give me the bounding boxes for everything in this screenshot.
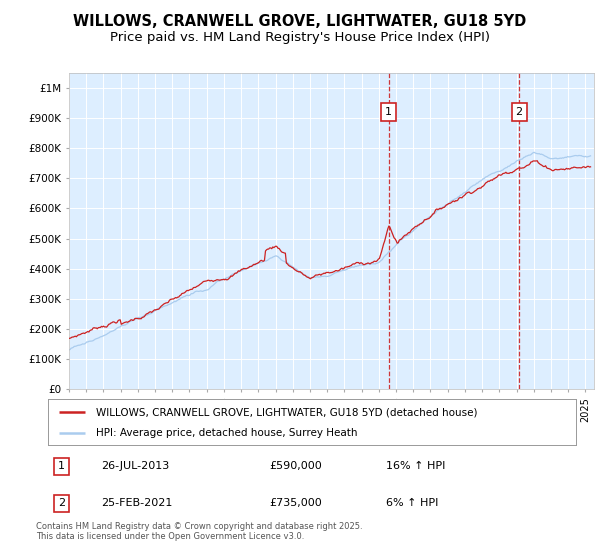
Text: WILLOWS, CRANWELL GROVE, LIGHTWATER, GU18 5YD (detached house): WILLOWS, CRANWELL GROVE, LIGHTWATER, GU1… [95, 407, 477, 417]
Text: 16% ↑ HPI: 16% ↑ HPI [386, 461, 445, 472]
Text: WILLOWS, CRANWELL GROVE, LIGHTWATER, GU18 5YD: WILLOWS, CRANWELL GROVE, LIGHTWATER, GU1… [73, 14, 527, 29]
Text: 2: 2 [515, 107, 523, 117]
Text: £735,000: £735,000 [270, 498, 323, 508]
Text: £590,000: £590,000 [270, 461, 323, 472]
Text: 1: 1 [385, 107, 392, 117]
Text: 26-JUL-2013: 26-JUL-2013 [101, 461, 169, 472]
Text: HPI: Average price, detached house, Surrey Heath: HPI: Average price, detached house, Surr… [95, 428, 357, 438]
Text: 2: 2 [58, 498, 65, 508]
Text: 25-FEB-2021: 25-FEB-2021 [101, 498, 172, 508]
Text: 6% ↑ HPI: 6% ↑ HPI [386, 498, 438, 508]
Text: Price paid vs. HM Land Registry's House Price Index (HPI): Price paid vs. HM Land Registry's House … [110, 31, 490, 44]
Text: 1: 1 [58, 461, 65, 472]
Text: Contains HM Land Registry data © Crown copyright and database right 2025.
This d: Contains HM Land Registry data © Crown c… [36, 522, 362, 542]
